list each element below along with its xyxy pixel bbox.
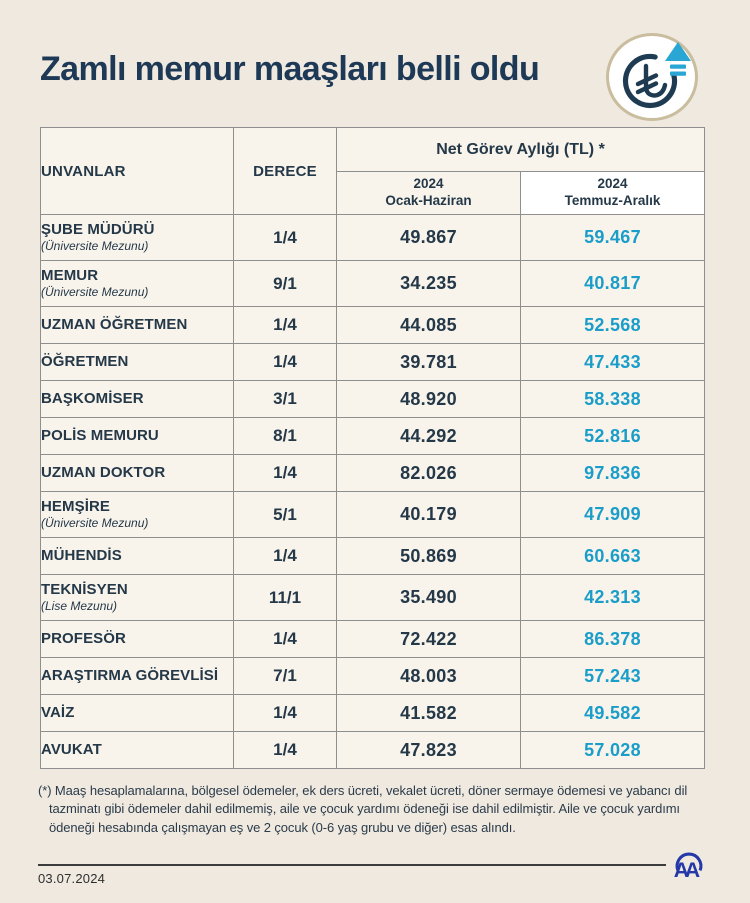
job-title: BAŞKOMİSER [41, 389, 144, 407]
table-row: MEMUR (Üniversite Mezunu) 9/1 34.235 40.817 [40, 260, 705, 307]
lira-increase-badge [606, 33, 698, 121]
table-row: UZMAN DOKTOR 1/4 82.026 97.836 [40, 454, 705, 492]
column-header-derece: DERECE [233, 127, 337, 215]
salary-ocak-haziran: 82.026 [336, 454, 521, 492]
job-note: (Üniversite Mezunu) [41, 239, 149, 254]
derece-value: 9/1 [233, 260, 337, 307]
derece-value: 7/1 [233, 657, 337, 695]
agency-logo: A A [672, 850, 706, 884]
derece-value: 11/1 [233, 574, 337, 621]
salary-ocak-haziran: 39.781 [336, 343, 521, 381]
salary-ocak-haziran: 47.823 [336, 731, 521, 769]
column-group-header: Net Görev Aylığı (TL) * [336, 127, 705, 172]
salary-table-body: ŞUBE MÜDÜRÜ (Üniversite Mezunu) 1/4 49.867 5… [40, 214, 705, 769]
salary-ocak-haziran: 34.235 [336, 260, 521, 307]
derece-value: 1/4 [233, 343, 337, 381]
job-note: (Lise Mezunu) [41, 599, 118, 614]
derece-value: 1/4 [233, 620, 337, 658]
derece-value: 1/4 [233, 537, 337, 575]
column-header-temmuz-aralik: 2024 Temmuz-Aralık [520, 171, 705, 215]
table-row: ÖĞRETMEN 1/4 39.781 47.433 [40, 343, 705, 381]
salary-ocak-haziran: 35.490 [336, 574, 521, 621]
salary-temmuz-aralik: 59.467 [520, 214, 705, 261]
table-row: AVUKAT 1/4 47.823 57.028 [40, 731, 705, 769]
derece-value: 1/4 [233, 731, 337, 769]
salary-table: UNVANLAR DERECE Net Görev Aylığı (TL) * … [40, 127, 705, 769]
job-title: HEMŞİRE [41, 498, 111, 516]
page-title: Zamlı memur maaşları belli oldu [40, 50, 540, 88]
derece-value: 1/4 [233, 694, 337, 732]
table-row: POLİS MEMURU 8/1 44.292 52.816 [40, 417, 705, 455]
job-title: VAİZ [41, 703, 75, 721]
date-label: 03.07.2024 [38, 871, 106, 886]
table-row: ARAŞTIRMA GÖREVLİSİ 7/1 48.003 57.243 [40, 657, 705, 695]
salary-ocak-haziran: 44.292 [336, 417, 521, 455]
salary-ocak-haziran: 44.085 [336, 306, 521, 344]
aa-logo-icon: A A [674, 852, 703, 882]
derece-value: 1/4 [233, 214, 337, 261]
lira-increase-icon [622, 42, 691, 109]
column-header-ocak-haziran: 2024 Ocak-Haziran [336, 171, 521, 215]
salary-temmuz-aralik: 52.568 [520, 306, 705, 344]
svg-text:A: A [685, 858, 700, 882]
job-title: ŞUBE MÜDÜRÜ [41, 221, 155, 239]
salary-ocak-haziran: 48.920 [336, 380, 521, 418]
footnote: (*) Maaş hesaplamalarına, bölgesel ödeme… [38, 783, 688, 835]
salary-ocak-haziran: 41.582 [336, 694, 521, 732]
derece-value: 3/1 [233, 380, 337, 418]
table-row: UZMAN ÖĞRETMEN 1/4 44.085 52.568 [40, 306, 705, 344]
job-title: TEKNİSYEN [41, 581, 128, 599]
table-row: TEKNİSYEN (Lise Mezunu) 11/1 35.490 42.313 [40, 574, 705, 621]
salary-ocak-haziran: 40.179 [336, 491, 521, 538]
job-title: MÜHENDİS [41, 546, 122, 564]
job-title: PROFESÖR [41, 629, 126, 647]
table-row: ŞUBE MÜDÜRÜ (Üniversite Mezunu) 1/4 49.867 5… [40, 214, 705, 261]
table-row: MÜHENDİS 1/4 50.869 60.663 [40, 537, 705, 575]
derece-value: 1/4 [233, 306, 337, 344]
salary-temmuz-aralik: 47.433 [520, 343, 705, 381]
job-title: ÖĞRETMEN [41, 352, 129, 370]
table-row: HEMŞİRE (Üniversite Mezunu) 5/1 40.179 47.90… [40, 491, 705, 538]
salary-temmuz-aralik: 86.378 [520, 620, 705, 658]
job-title: UZMAN ÖĞRETMEN [41, 315, 188, 333]
table-row: BAŞKOMİSER 3/1 48.920 58.338 [40, 380, 705, 418]
job-title: POLİS MEMURU [41, 426, 159, 444]
salary-ocak-haziran: 49.867 [336, 214, 521, 261]
table-row: PROFESÖR 1/4 72.422 86.378 [40, 620, 705, 658]
footer-divider [38, 864, 666, 866]
job-note: (Üniversite Mezunu) [41, 516, 149, 531]
salary-ocak-haziran: 72.422 [336, 620, 521, 658]
job-title: UZMAN DOKTOR [41, 463, 166, 481]
salary-ocak-haziran: 48.003 [336, 657, 521, 695]
up-arrow-icon [665, 42, 691, 76]
job-title: ARAŞTIRMA GÖREVLİSİ [41, 666, 219, 684]
job-title: MEMUR [41, 267, 99, 285]
derece-value: 8/1 [233, 417, 337, 455]
salary-temmuz-aralik: 57.028 [520, 731, 705, 769]
job-title: AVUKAT [41, 740, 102, 758]
salary-temmuz-aralik: 57.243 [520, 657, 705, 695]
salary-ocak-haziran: 50.869 [336, 537, 521, 575]
derece-value: 1/4 [233, 454, 337, 492]
svg-text:A: A [674, 858, 689, 882]
salary-temmuz-aralik: 42.313 [520, 574, 705, 621]
salary-temmuz-aralik: 49.582 [520, 694, 705, 732]
salary-table-header: UNVANLAR DERECE Net Görev Aylığı (TL) * … [40, 127, 705, 215]
salary-temmuz-aralik: 52.816 [520, 417, 705, 455]
salary-temmuz-aralik: 60.663 [520, 537, 705, 575]
salary-temmuz-aralik: 47.909 [520, 491, 705, 538]
salary-temmuz-aralik: 97.836 [520, 454, 705, 492]
table-row: VAİZ 1/4 41.582 49.582 [40, 694, 705, 732]
job-note: (Üniversite Mezunu) [41, 285, 149, 300]
salary-temmuz-aralik: 40.817 [520, 260, 705, 307]
salary-temmuz-aralik: 58.338 [520, 380, 705, 418]
column-header-unvanlar: UNVANLAR [40, 127, 234, 215]
derece-value: 5/1 [233, 491, 337, 538]
